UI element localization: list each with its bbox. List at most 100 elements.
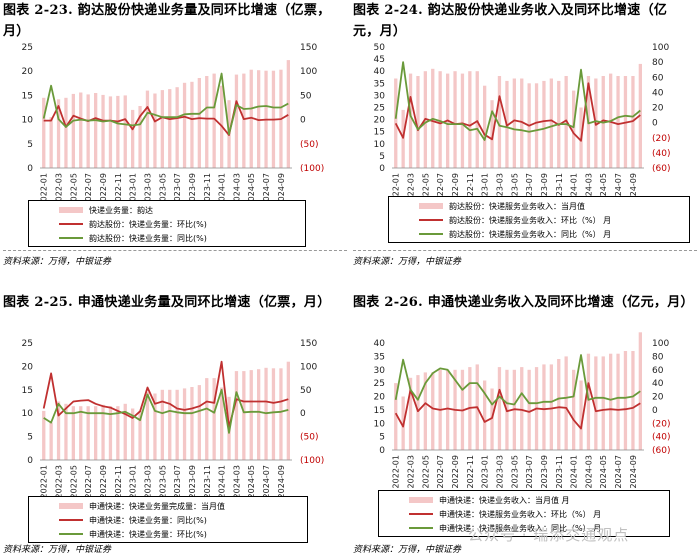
x-tick-label: 2023-09 xyxy=(540,173,549,206)
legend-label: 申通快递：快递服务业务收入：同比（%） 月 xyxy=(439,523,602,533)
right-tick-label: 50 xyxy=(300,91,312,101)
bar-2022-08 xyxy=(94,93,98,168)
left-tick-label: 10 xyxy=(374,140,386,150)
legend-swatch xyxy=(409,527,433,529)
left-tick-label: 35 xyxy=(374,352,385,362)
left-tick-label: 15 xyxy=(374,406,385,416)
x-tick-label: 2024-07 xyxy=(262,173,271,206)
x-tick-label: 2022-09 xyxy=(99,173,108,206)
bar-2022-09 xyxy=(453,71,457,168)
legend-swatch xyxy=(409,513,433,515)
legend-label: 申通快递：快递业务量：同比(%) xyxy=(89,515,207,525)
x-tick-label: 2023-01 xyxy=(481,455,490,488)
x-tick-label: 2022-01 xyxy=(40,465,49,498)
legend-item-bar: 申通快递：快递业务量完成量：当月值 xyxy=(29,500,225,512)
legend-label: 申通快递：快递服务业务收入：环比（%） 月 xyxy=(439,509,602,519)
bar-2022-06 xyxy=(431,372,435,450)
right-tick-label: 0 xyxy=(652,119,658,129)
right-tick-label: 100 xyxy=(300,67,317,77)
bar-2023-03 xyxy=(145,90,150,168)
bar-2023-02 xyxy=(490,100,494,168)
chart-title: 图表 2-26. 申通快递业务收入及同环比增速（亿元，月） xyxy=(353,295,694,310)
x-tick-label: 2023-09 xyxy=(188,173,197,206)
bar-2023-07 xyxy=(527,369,531,451)
x-tick-label: 2023-01 xyxy=(129,173,138,206)
x-tick-label: 2023-09 xyxy=(188,465,197,498)
bar-2022-05 xyxy=(71,406,75,460)
left-tick-label: 40 xyxy=(374,67,386,77)
bar-2022-06 xyxy=(79,406,83,460)
bar-2022-01 xyxy=(42,97,46,168)
bar-2022-11 xyxy=(468,71,472,168)
x-tick-label: 2024-09 xyxy=(277,465,286,498)
x-tick-label: 2024-01 xyxy=(570,173,579,206)
watermark: 公众号 · 瑞添交通观点 xyxy=(468,526,630,544)
x-tick-label: 2023-03 xyxy=(144,173,153,206)
x-tick-label: 2024-03 xyxy=(584,173,593,206)
bar-2024-01 xyxy=(572,90,576,168)
bar-2023-10 xyxy=(549,78,553,168)
right-tick-label: 0 xyxy=(300,409,306,419)
bar-2022-07 xyxy=(438,71,442,168)
bar-2022-07 xyxy=(86,94,90,168)
right-tick-label: 0 xyxy=(652,406,658,416)
legend-swatch xyxy=(59,519,83,521)
bar-2022-12 xyxy=(123,95,127,168)
x-tick-label: 2023-05 xyxy=(510,173,519,206)
series-line-2 xyxy=(394,354,641,406)
right-tick-label: 0 xyxy=(300,116,306,126)
bar-2024-08 xyxy=(623,351,628,450)
bar-2022-04 xyxy=(64,403,68,460)
chart-legend: 申通快递：快递业务收入：当月值 月 申通快递：快递服务业务收入：环比（%） 月 … xyxy=(378,490,670,537)
right-tick-label: (40) xyxy=(652,433,670,443)
bar-2024-03 xyxy=(234,371,239,460)
left-tick-label: 0 xyxy=(27,164,33,174)
x-tick-label: 2022-05 xyxy=(421,173,430,206)
legend-swatch xyxy=(59,207,83,213)
chart-plot: 0 5 10 15 20 25 30 35 40 (60) (40) (20) 0 20 40 60 80 100… xyxy=(374,332,670,488)
left-tick-label: 0 xyxy=(379,446,385,456)
bar-2023-06 xyxy=(520,78,524,168)
bar-2024-04 xyxy=(242,371,246,460)
x-tick-label: 2022-01 xyxy=(40,173,49,206)
right-tick-label: 80 xyxy=(652,58,664,68)
left-tick-label: 15 xyxy=(22,386,33,396)
x-tick-label: 2024-07 xyxy=(614,455,623,488)
right-tick-label: (100) xyxy=(300,164,324,174)
bar-2023-10 xyxy=(197,78,201,168)
right-tick-label: (50) xyxy=(300,140,318,150)
x-tick-label: 2022-11 xyxy=(466,455,475,488)
legend-swatch xyxy=(59,503,83,509)
bar-2024-08 xyxy=(271,368,276,460)
left-tick-label: 50 xyxy=(374,43,386,53)
bar-2022-09 xyxy=(101,404,105,460)
bar-2023-02 xyxy=(490,388,494,450)
bar-2023-04 xyxy=(153,393,157,460)
divider xyxy=(353,250,697,251)
bar-2022-10 xyxy=(108,406,113,460)
bar-2024-06 xyxy=(609,353,613,450)
right-tick-label: (20) xyxy=(652,419,670,429)
left-tick-label: 25 xyxy=(374,379,385,389)
bar-2022-07 xyxy=(86,406,90,460)
bar-2023-11 xyxy=(205,378,209,460)
bar-2022-02 xyxy=(401,109,405,168)
bar-2023-09 xyxy=(190,81,194,168)
bar-2022-12 xyxy=(123,403,127,460)
right-tick-label: 100 xyxy=(652,43,669,53)
bar-2024-04 xyxy=(594,356,598,450)
bar-2022-02 xyxy=(49,117,53,168)
bar-2024-10 xyxy=(286,361,290,460)
bar-2023-06 xyxy=(520,367,524,450)
bar-2023-08 xyxy=(534,83,539,168)
series-line-2 xyxy=(42,72,289,136)
x-tick-label: 2022-07 xyxy=(84,465,93,498)
right-tick-label: 20 xyxy=(652,104,664,114)
bar-2023-11 xyxy=(205,76,209,168)
x-tick-label: 2023-01 xyxy=(481,173,490,206)
bar-2024-01 xyxy=(572,369,576,451)
chart-panel-sto-revenue: 图表 2-26. 申通快递业务收入及同环比增速（亿元，月） 0 5 10 15 20 25… xyxy=(350,278,700,556)
bar-2023-05 xyxy=(512,78,516,168)
source-note: 资料来源：万得，中银证券 xyxy=(3,257,112,267)
bar-2023-02 xyxy=(138,106,142,168)
